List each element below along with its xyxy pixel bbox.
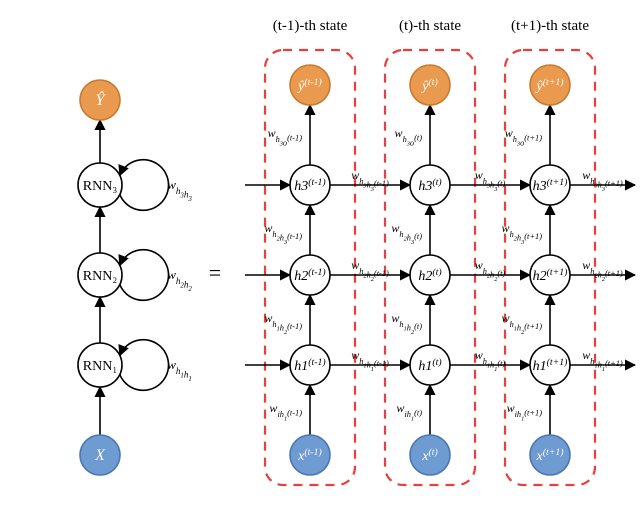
- svg-text:wh3o(t+1): wh3o(t+1): [505, 126, 543, 148]
- svg-text:wh3h3(t-1): wh3h3(t-1): [351, 168, 389, 193]
- svg-text:wh2h3(t): wh2h3(t): [391, 221, 422, 246]
- svg-text:wh1h1(t): wh1h1(t): [475, 348, 506, 373]
- svg-text:wh3h3: wh3h3: [167, 177, 192, 203]
- svg-text:(t-1)-th state: (t-1)-th state: [273, 18, 348, 34]
- svg-text:wh2h3(t+1): wh2h3(t+1): [502, 221, 543, 246]
- rnn-diagram: wh1h1wh2h2wh3h3XRNN₁RNN₂RNN₃Ŷ=(t-1)-th s…: [0, 0, 640, 505]
- svg-text:wh1h2(t-1): wh1h2(t-1): [264, 311, 302, 336]
- svg-text:(t)-th state: (t)-th state: [399, 18, 461, 34]
- svg-text:wih1(t): wih1(t): [396, 401, 422, 423]
- svg-text:RNN₃: RNN₃: [83, 179, 118, 194]
- svg-text:wh2h2(t+1): wh2h2(t+1): [582, 258, 623, 283]
- svg-text:wih1(t+1): wih1(t+1): [507, 401, 543, 423]
- svg-text:wh1h1: wh1h1: [167, 357, 192, 383]
- selfloop-rnn1: [120, 340, 169, 391]
- svg-text:wh2h3(t-1): wh2h3(t-1): [264, 221, 302, 246]
- svg-text:wh2h2(t-1): wh2h2(t-1): [351, 258, 389, 283]
- svg-text:wh3o(t-1): wh3o(t-1): [268, 126, 303, 148]
- svg-text:wh1h2(t): wh1h2(t): [391, 311, 422, 336]
- svg-text:=: =: [209, 260, 221, 285]
- svg-text:RNN₂: RNN₂: [83, 269, 118, 284]
- svg-text:(t+1)-th state: (t+1)-th state: [511, 18, 589, 34]
- svg-text:wh3o(t): wh3o(t): [395, 126, 423, 148]
- selfloop-rnn2: [120, 250, 169, 301]
- svg-text:wh3h3(t+1): wh3h3(t+1): [582, 168, 623, 193]
- svg-text:wh3h3(t): wh3h3(t): [475, 168, 506, 193]
- svg-text:wh1h1(t+1): wh1h1(t+1): [582, 348, 623, 373]
- svg-text:wh1h1(t-1): wh1h1(t-1): [351, 348, 389, 373]
- svg-text:RNN₁: RNN₁: [83, 359, 117, 374]
- svg-text:wh1h2(t+1): wh1h2(t+1): [502, 311, 543, 336]
- svg-text:wih1(t-1): wih1(t-1): [269, 401, 302, 423]
- svg-text:wh2h2: wh2h2: [167, 267, 192, 293]
- selfloop-rnn3: [120, 160, 169, 211]
- svg-text:X: X: [94, 447, 106, 464]
- svg-text:wh2h2(t): wh2h2(t): [475, 258, 506, 283]
